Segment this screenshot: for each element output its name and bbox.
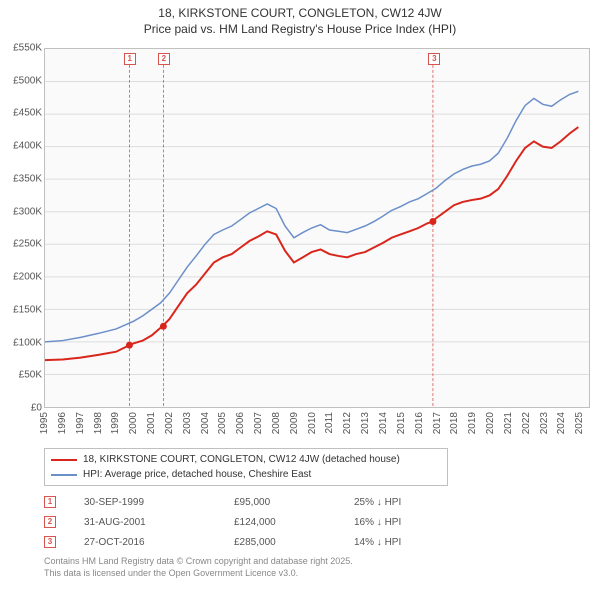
x-axis-label: 2022 <box>521 412 532 434</box>
x-axis-label: 2013 <box>360 412 371 434</box>
title-line-1: 18, KIRKSTONE COURT, CONGLETON, CW12 4JW <box>0 6 600 22</box>
marker-price: £285,000 <box>234 537 354 548</box>
chart-marker-box: 2 <box>158 53 170 65</box>
chart-svg <box>45 49 589 407</box>
marker-table-row: 1 30-SEP-1999£95,00025% ↓ HPI <box>44 492 474 512</box>
marker-diff: 14% ↓ HPI <box>354 537 474 548</box>
legend-swatch-property <box>51 459 77 461</box>
x-axis-label: 1997 <box>75 412 86 434</box>
x-axis-label: 2009 <box>289 412 300 434</box>
x-axis-label: 1998 <box>93 412 104 434</box>
marker-date: 27-OCT-2016 <box>84 537 234 548</box>
x-axis-label: 2017 <box>432 412 443 434</box>
y-axis-label: £100K <box>0 337 42 348</box>
y-axis-label: £450K <box>0 108 42 119</box>
legend-label-hpi: HPI: Average price, detached house, Ches… <box>83 467 311 482</box>
x-axis-label: 2012 <box>342 412 353 434</box>
marker-date: 31-AUG-2001 <box>84 517 234 528</box>
x-axis-label: 2014 <box>378 412 389 434</box>
footnote: Contains HM Land Registry data © Crown c… <box>44 556 353 579</box>
x-axis-label: 2021 <box>503 412 514 434</box>
x-axis-label: 2018 <box>449 412 460 434</box>
marker-table: 1 30-SEP-1999£95,00025% ↓ HPI 2 31-AUG-2001… <box>44 492 474 552</box>
y-axis-label: £550K <box>0 43 42 54</box>
legend-row-hpi: HPI: Average price, detached house, Ches… <box>51 467 441 482</box>
y-axis-label: £0 <box>0 403 42 414</box>
footnote-line-2: This data is licensed under the Open Gov… <box>44 568 353 580</box>
x-axis-label: 1999 <box>110 412 121 434</box>
marker-price: £95,000 <box>234 497 354 508</box>
chart-marker-box: 3 <box>428 53 440 65</box>
x-axis-label: 2003 <box>182 412 193 434</box>
legend: 18, KIRKSTONE COURT, CONGLETON, CW12 4JW… <box>44 448 448 486</box>
marker-price: £124,000 <box>234 517 354 528</box>
chart-marker-box: 1 <box>124 53 136 65</box>
legend-row-property: 18, KIRKSTONE COURT, CONGLETON, CW12 4JW… <box>51 452 441 467</box>
y-axis-label: £500K <box>0 75 42 86</box>
x-axis-label: 2008 <box>271 412 282 434</box>
legend-swatch-hpi <box>51 474 77 476</box>
x-axis-label: 2002 <box>164 412 175 434</box>
x-axis-label: 2023 <box>539 412 550 434</box>
x-axis-label: 2019 <box>467 412 478 434</box>
y-axis-label: £250K <box>0 239 42 250</box>
x-axis-label: 2004 <box>200 412 211 434</box>
line-hpi <box>45 91 578 342</box>
chart-container: 18, KIRKSTONE COURT, CONGLETON, CW12 4JW… <box>0 0 600 590</box>
x-axis-label: 2007 <box>253 412 264 434</box>
marker-id-box: 2 <box>44 516 56 528</box>
x-axis-label: 2011 <box>324 412 335 434</box>
y-axis-label: £200K <box>0 272 42 283</box>
y-axis-label: £300K <box>0 206 42 217</box>
legend-label-property: 18, KIRKSTONE COURT, CONGLETON, CW12 4JW… <box>83 452 400 467</box>
title-line-2: Price paid vs. HM Land Registry's House … <box>0 22 600 38</box>
y-axis-label: £350K <box>0 173 42 184</box>
x-axis-label: 2000 <box>128 412 139 434</box>
plot-area: 1 2 3 <box>44 48 590 408</box>
y-axis-label: £150K <box>0 304 42 315</box>
x-axis-label: 2024 <box>556 412 567 434</box>
marker-diff: 16% ↓ HPI <box>354 517 474 528</box>
x-axis-label: 2020 <box>485 412 496 434</box>
x-axis-label: 2006 <box>235 412 246 434</box>
x-axis-label: 1996 <box>57 412 68 434</box>
marker-date: 30-SEP-1999 <box>84 497 234 508</box>
x-axis-label: 2005 <box>217 412 228 434</box>
x-axis-label: 2010 <box>307 412 318 434</box>
marker-table-row: 2 31-AUG-2001£124,00016% ↓ HPI <box>44 512 474 532</box>
x-axis-label: 2025 <box>574 412 585 434</box>
title-block: 18, KIRKSTONE COURT, CONGLETON, CW12 4JW… <box>0 0 600 37</box>
x-axis-label: 2001 <box>146 412 157 434</box>
marker-id-box: 1 <box>44 496 56 508</box>
marker-id-box: 3 <box>44 536 56 548</box>
x-axis-label: 1995 <box>39 412 50 434</box>
footnote-line-1: Contains HM Land Registry data © Crown c… <box>44 556 353 568</box>
x-axis-label: 2016 <box>414 412 425 434</box>
y-axis-label: £400K <box>0 141 42 152</box>
y-axis-label: £50K <box>0 370 42 381</box>
x-axis-label: 2015 <box>396 412 407 434</box>
marker-diff: 25% ↓ HPI <box>354 497 474 508</box>
marker-table-row: 3 27-OCT-2016£285,00014% ↓ HPI <box>44 532 474 552</box>
